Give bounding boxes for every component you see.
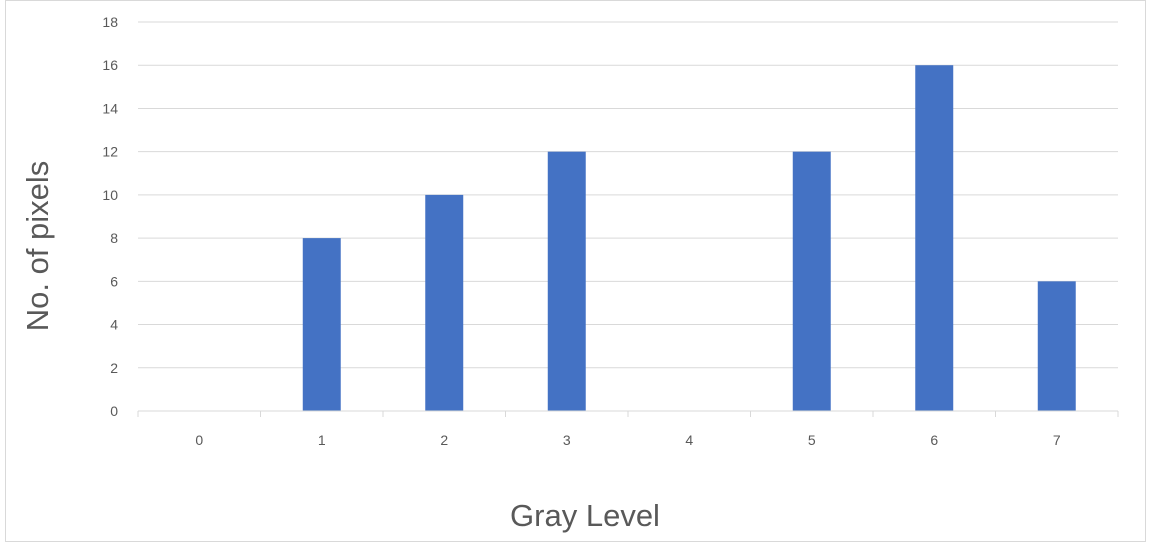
x-tick-label: 0 (195, 432, 203, 448)
y-tick-label: 16 (102, 57, 118, 73)
x-tick-label: 3 (563, 432, 571, 448)
y-tick-label: 2 (110, 360, 118, 376)
y-tick-label: 4 (110, 317, 118, 333)
y-tick-label: 6 (110, 273, 118, 289)
bars (302, 65, 1076, 411)
bar-5 (792, 151, 831, 411)
y-tick-label: 8 (110, 230, 118, 246)
bar-3 (547, 151, 586, 411)
bar-1 (302, 238, 341, 411)
y-axis-title: No. of pixels (20, 161, 55, 332)
x-tick-label: 6 (930, 432, 938, 448)
x-axis-title: Gray Level (510, 498, 660, 533)
bar-7 (1037, 281, 1076, 411)
y-tick-label: 10 (102, 187, 118, 203)
gridlines (138, 21, 1118, 369)
bar-2 (425, 194, 464, 411)
y-tick-label: 12 (102, 144, 118, 160)
y-tick-label: 0 (110, 403, 118, 419)
bar-6 (915, 65, 954, 411)
x-tick-label: 7 (1053, 432, 1061, 448)
x-tick-label: 4 (685, 432, 693, 448)
y-tick-label: 18 (102, 14, 118, 30)
y-tick-label: 14 (102, 100, 118, 116)
x-tick-label: 1 (318, 432, 326, 448)
x-tick-label: 5 (808, 432, 816, 448)
x-tick-label: 2 (440, 432, 448, 448)
